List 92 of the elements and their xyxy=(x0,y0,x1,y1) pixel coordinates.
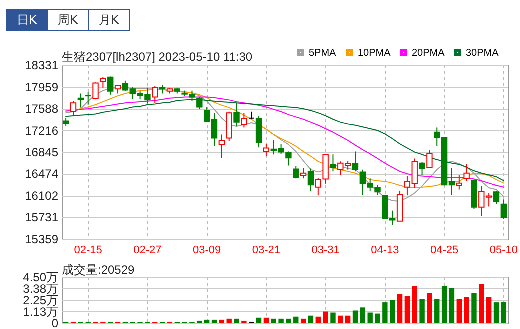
bar xyxy=(286,318,292,323)
candlestick xyxy=(92,82,99,100)
bar xyxy=(390,300,396,323)
bar xyxy=(219,320,225,323)
legend-label: 20PMA xyxy=(412,48,446,59)
bar xyxy=(404,296,410,323)
candlestick xyxy=(234,102,240,128)
y-tick-label: 16474 xyxy=(25,167,59,182)
candlestick xyxy=(100,76,106,88)
candlestick xyxy=(300,168,307,180)
y-tick-label: 2.25万 xyxy=(23,294,58,308)
bar xyxy=(501,302,507,323)
bar xyxy=(486,297,492,323)
y-tick-label: 15359 xyxy=(25,232,59,246)
bar xyxy=(352,310,358,323)
candlestick xyxy=(330,154,336,172)
candlestick xyxy=(196,96,203,110)
bar xyxy=(427,293,432,323)
bar xyxy=(308,316,314,323)
x-tick-label: 03-21 xyxy=(252,244,281,256)
bar xyxy=(375,314,380,323)
bar xyxy=(323,312,328,323)
candlestick xyxy=(70,100,77,118)
bar xyxy=(345,316,351,323)
bar xyxy=(368,312,373,323)
candlestick xyxy=(308,168,314,192)
bar xyxy=(316,316,321,323)
bar xyxy=(412,286,418,323)
bar xyxy=(464,297,470,323)
bar xyxy=(472,293,477,323)
candlestick xyxy=(352,151,359,172)
bar xyxy=(294,316,299,323)
y-tick-label: 1.13万 xyxy=(23,304,58,319)
bar xyxy=(300,318,306,323)
bar xyxy=(256,318,262,323)
candlestick xyxy=(419,162,426,176)
candlestick xyxy=(456,174,462,190)
x-tick-label: 03-31 xyxy=(312,244,340,256)
y-tick-label: 17216 xyxy=(25,124,59,138)
legend-label: 10PMA xyxy=(358,48,392,59)
y-tick-label: 17959 xyxy=(25,80,59,94)
bar xyxy=(278,318,284,323)
y-tick-label: 18331 xyxy=(25,58,59,72)
candlestick xyxy=(464,164,470,182)
bar xyxy=(204,320,210,323)
candlestick xyxy=(293,166,300,180)
candlestick xyxy=(85,91,92,106)
y-tick-label: 3.38万 xyxy=(23,282,58,296)
y-tick-label: 4.50万 xyxy=(23,270,58,284)
bar xyxy=(382,302,388,323)
candlestick xyxy=(315,178,322,196)
candlestick xyxy=(426,150,433,169)
candlestick xyxy=(108,76,114,96)
bar xyxy=(434,299,440,323)
x-tick-label: 02-15 xyxy=(74,244,102,256)
x-tick-label: 02-27 xyxy=(134,244,162,256)
x-tick-label: 04-13 xyxy=(371,244,400,256)
x-tick-label: 04-25 xyxy=(430,244,459,256)
bar xyxy=(338,316,344,323)
bar xyxy=(397,294,403,323)
candlestick xyxy=(218,134,226,159)
bar xyxy=(226,318,232,323)
bar xyxy=(271,318,276,323)
bar xyxy=(212,320,218,323)
y-tick-label: 0 xyxy=(52,316,59,329)
bar xyxy=(479,284,484,323)
y-tick-label: 16845 xyxy=(25,146,59,160)
candlestick xyxy=(493,190,500,205)
bar xyxy=(420,299,425,323)
bar xyxy=(442,286,448,323)
candlestick xyxy=(78,93,84,108)
period-tab: 日K xyxy=(7,10,47,30)
bar xyxy=(494,302,500,323)
candlestick xyxy=(263,144,270,157)
y-tick-label: 15731 xyxy=(25,210,59,225)
bar xyxy=(330,312,336,323)
candlestick xyxy=(500,199,508,220)
bar xyxy=(360,308,366,323)
legend-label: 5PMA xyxy=(309,48,337,59)
chart-title: 生猪2307[lh2307] 2023-05-10 11:30 xyxy=(62,50,253,64)
x-tick-label: 05-10 xyxy=(490,244,518,256)
bar xyxy=(449,288,455,323)
x-tick-label: 03-09 xyxy=(193,244,222,256)
legend-label: 30PMA xyxy=(466,48,500,59)
candlestick xyxy=(152,86,158,104)
bar xyxy=(234,318,240,323)
bar xyxy=(456,299,462,323)
chart-title: 成交量:20529 xyxy=(62,263,136,277)
y-tick-label: 16102 xyxy=(25,189,59,203)
bar xyxy=(264,318,270,323)
candlestick xyxy=(241,112,248,128)
y-tick-label: 17588 xyxy=(25,102,59,116)
